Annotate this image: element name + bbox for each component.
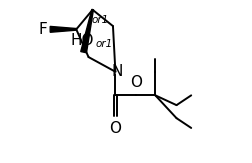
Text: O: O xyxy=(130,75,142,90)
Text: or1: or1 xyxy=(92,15,109,25)
Text: F: F xyxy=(38,22,47,37)
Text: or1: or1 xyxy=(96,39,113,49)
Polygon shape xyxy=(81,10,93,53)
Polygon shape xyxy=(50,26,76,32)
Text: N: N xyxy=(112,64,123,79)
Text: O: O xyxy=(109,121,121,136)
Text: HO: HO xyxy=(71,33,94,48)
